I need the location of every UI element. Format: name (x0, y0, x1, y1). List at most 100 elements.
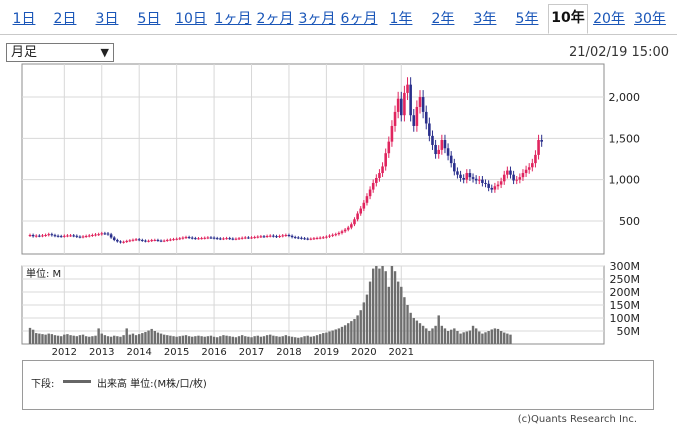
volume-bar (269, 334, 272, 344)
candle-body (431, 135, 434, 145)
candle-body (434, 144, 437, 155)
volume-bar (381, 266, 384, 344)
candle-body (428, 123, 431, 136)
candle-body (156, 239, 160, 241)
volume-bar (368, 281, 372, 344)
candle-body (375, 178, 378, 183)
candle-body (446, 148, 450, 156)
volume-bar (443, 328, 447, 344)
tab-9[interactable]: 1年 (389, 11, 413, 27)
tab-8[interactable]: 6ヶ月 (340, 11, 378, 27)
candle-body (59, 236, 63, 238)
candle-body (521, 173, 525, 178)
candle-body (350, 224, 353, 228)
volume-bar (421, 325, 425, 344)
candle-body (103, 233, 107, 235)
candle-body (531, 163, 534, 168)
volume-bar (428, 331, 431, 344)
volume-bar (425, 328, 428, 344)
candle-body (306, 238, 309, 240)
candle-body (484, 182, 487, 184)
candle-body (502, 174, 506, 182)
candle-body (481, 179, 484, 183)
volume-bar (362, 302, 366, 344)
volume-bar (265, 335, 269, 344)
candle-body (493, 186, 497, 190)
volume-bar (156, 332, 160, 344)
volume-bar (412, 318, 415, 344)
candle-period-select[interactable]: 月足 ▼ (6, 43, 114, 62)
volume-tick-label: 50M (617, 325, 641, 338)
candle-body (490, 187, 494, 190)
volume-tick-label: 300M (610, 260, 641, 273)
tab-15[interactable]: 30年 (634, 11, 666, 27)
volume-bar (462, 332, 465, 344)
volume-bar (197, 335, 200, 344)
tab-6[interactable]: 2ヶ月 (256, 11, 294, 27)
candle-body (537, 140, 540, 155)
volume-bar (481, 333, 484, 344)
volume-bar (478, 331, 481, 344)
tab-14[interactable]: 20年 (593, 11, 625, 27)
volume-bar (184, 335, 188, 344)
candle-body (268, 235, 272, 237)
candle-body (178, 238, 182, 240)
volume-bar (403, 297, 406, 344)
candle-body (331, 234, 334, 236)
volume-bar (116, 336, 119, 344)
candle-body (449, 155, 453, 164)
tab-5[interactable]: 1ヶ月 (214, 11, 252, 27)
candle-body (443, 140, 447, 149)
volume-bar (244, 336, 247, 344)
volume-bar (44, 334, 47, 344)
tab-3[interactable]: 5日 (137, 11, 161, 27)
candle-body (371, 182, 375, 190)
volume-bar (309, 336, 312, 344)
candle-body (144, 240, 147, 242)
x-tick-label: 2012 (52, 347, 77, 358)
tab-0[interactable]: 1日 (12, 11, 36, 27)
tab-4[interactable]: 10日 (175, 11, 207, 27)
candle-body (396, 98, 400, 112)
tab-1[interactable]: 2日 (53, 11, 77, 27)
candle-body (309, 238, 313, 240)
candle-body (253, 237, 256, 239)
candle-body (219, 238, 222, 240)
candle-body (424, 111, 428, 124)
candle-body (524, 169, 528, 174)
tab-13[interactable]: 10年 (548, 4, 588, 34)
candle-body (256, 236, 260, 238)
candle-body (415, 106, 419, 126)
candle-body (215, 238, 219, 240)
volume-bar (334, 329, 337, 344)
candle-body (368, 189, 372, 197)
candle-body (228, 238, 231, 240)
volume-bar (250, 337, 253, 344)
volume-bar (259, 336, 263, 344)
candle-body (337, 232, 341, 235)
candle-body (119, 241, 122, 243)
volume-bar (322, 333, 325, 344)
tab-2[interactable]: 3日 (95, 11, 119, 27)
legend-text: 出来高 単位:(M株/口/枚) (97, 379, 207, 390)
tab-12[interactable]: 5年 (515, 11, 539, 27)
candle-body (240, 237, 244, 239)
volume-bar (200, 336, 203, 344)
copyright: (c)Quants Research Inc. (517, 414, 637, 425)
volume-bar (128, 334, 132, 344)
candle-body (200, 238, 203, 240)
tab-11[interactable]: 3年 (473, 11, 497, 27)
x-tick-label: 2016 (201, 347, 226, 358)
candle-body (412, 115, 416, 126)
volume-bar (144, 332, 147, 344)
candle-body (84, 235, 88, 237)
candle-body (459, 174, 462, 178)
tab-10[interactable]: 2年 (431, 11, 455, 27)
tab-7[interactable]: 3ヶ月 (298, 11, 336, 27)
candle-body (141, 239, 144, 241)
candle-body (112, 237, 116, 240)
candle-body (165, 239, 169, 241)
candle-body (362, 202, 366, 209)
volume-bar (53, 335, 57, 344)
